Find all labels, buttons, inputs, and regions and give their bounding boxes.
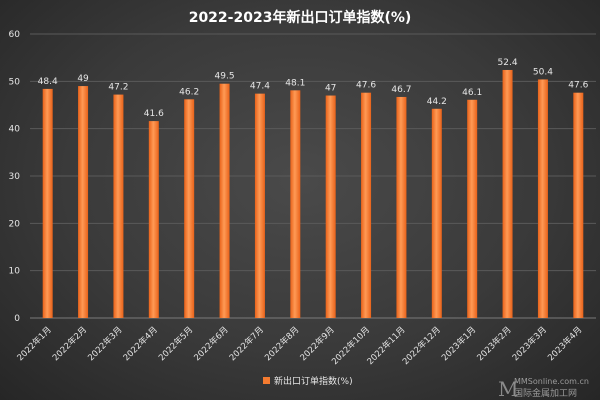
chart-title: 2022-2023年新出口订单指数(%) [189,9,412,26]
data-label: 47.4 [250,82,270,92]
watermark: M MMSonline.com.cn 国际金属加工网 [498,377,589,400]
bar [361,92,372,319]
y-axis-ticks: 0 10 20 30 40 50 60 [9,30,21,324]
legend: 新出口订单指数(%) [263,375,353,387]
bar [290,90,301,319]
y-tick-label: 20 [9,219,21,229]
bar [184,99,195,318]
x-tick-label: 2023年3月 [510,324,549,363]
y-tick-label: 10 [9,267,21,277]
data-label: 47 [325,84,336,94]
data-label: 41.6 [144,109,164,119]
data-label: 48.1 [285,78,305,88]
y-tick-label: 50 [9,77,21,87]
bar [78,86,89,318]
legend-swatch [263,377,270,384]
data-label: 49.5 [215,72,235,82]
x-tick-label: 2022年12月 [400,324,443,367]
x-tick-label: 2022年1月 [15,324,54,363]
watermark-site: MMSonline.com.cn [514,377,589,386]
data-labels: 48.4 49 47.2 41.6 46.2 49.5 47.4 48.1 47 47.6 46.7… [38,58,589,119]
bar [502,69,513,319]
bar [42,88,53,318]
bar [573,92,584,319]
y-tick-label: 0 [14,314,20,324]
x-tick-label: 2022年8月 [263,324,302,363]
x-tick-label: 2022年6月 [192,324,231,363]
data-label: 46.2 [179,87,199,97]
bar [467,99,478,318]
y-tick-label: 30 [9,172,21,182]
bars [42,69,584,319]
x-tick-label: 2023年2月 [475,324,514,363]
data-label: 48.4 [38,77,58,87]
x-axis-ticks: 2022年1月2022年2月2022年3月2022年4月2022年5月2022年… [15,324,585,367]
x-tick-label: 2022年2月 [50,324,89,363]
bar [113,94,124,318]
bar [325,95,336,319]
x-tick-label: 2023年1月 [439,324,478,363]
bar [219,83,230,318]
y-tick-label: 40 [9,125,21,135]
watermark-cn: 国际金属加工网 [514,387,577,399]
x-tick-label: 2022年9月 [298,324,337,363]
data-label: 47.6 [356,81,376,91]
data-label: 47.2 [108,83,128,93]
data-label: 46.1 [462,88,482,98]
bar [431,108,442,318]
bar [537,79,548,318]
legend-label: 新出口订单指数(%) [274,375,353,387]
y-tick-label: 60 [9,30,21,40]
x-tick-label: 2023年4月 [546,324,585,363]
data-label: 52.4 [498,58,518,68]
x-tick-label: 2022年3月 [86,324,125,363]
bar [254,93,265,318]
data-label: 50.4 [533,67,553,77]
grid-lines [30,33,596,319]
x-tick-label: 2022年4月 [121,324,160,363]
data-label: 44.2 [427,97,447,107]
data-label: 47.6 [568,81,588,91]
x-tick-label: 2022年7月 [227,324,266,363]
bar [148,121,159,319]
watermark-logo: M [498,377,518,400]
bar [396,96,407,318]
x-tick-label: 2022年5月 [156,324,195,363]
data-label: 49 [77,74,89,84]
data-label: 46.7 [391,85,411,95]
